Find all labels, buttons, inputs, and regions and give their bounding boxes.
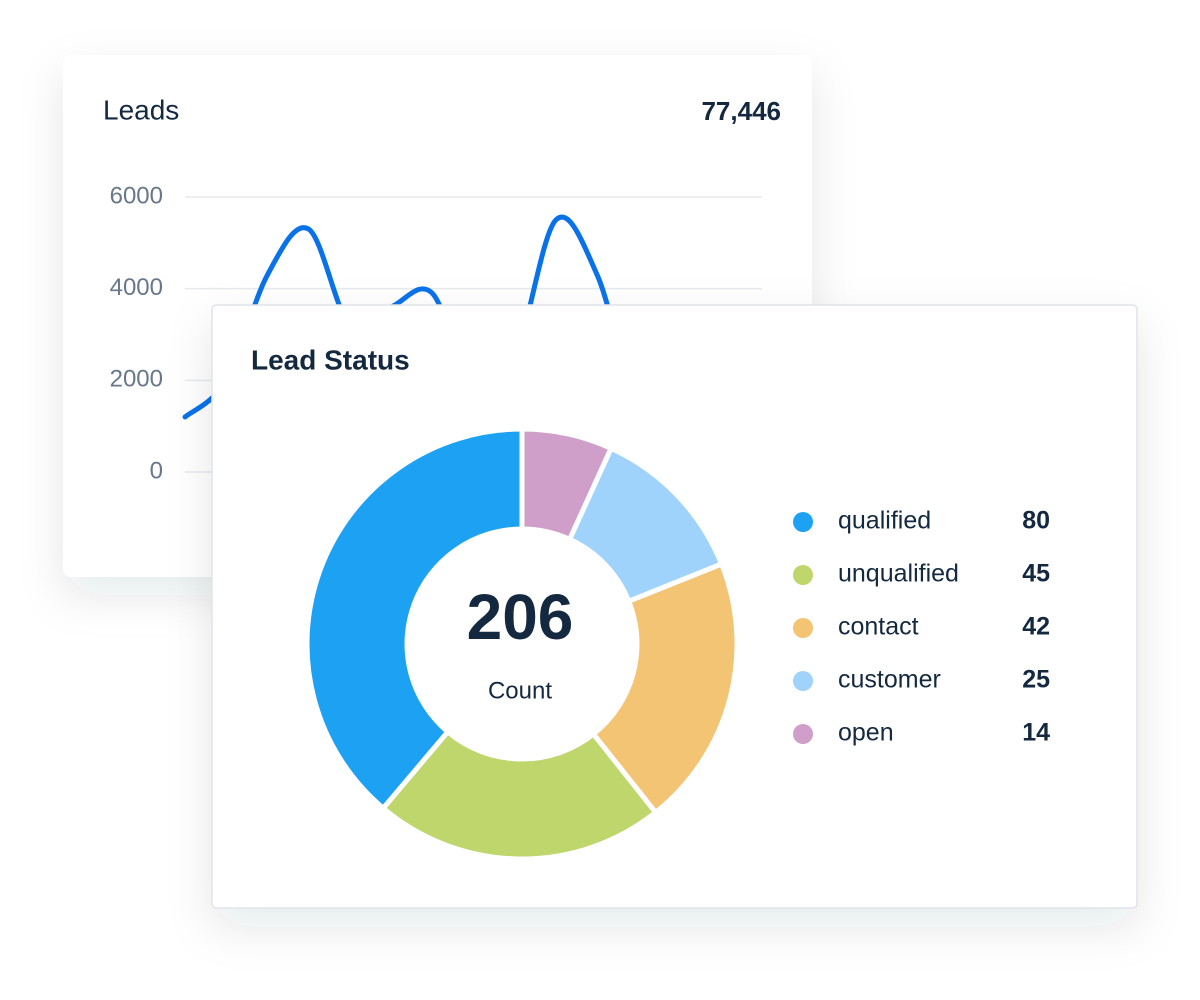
legend-marker: [793, 512, 813, 532]
legend-label: customer: [838, 666, 941, 694]
y-tick-label: 0: [150, 457, 163, 484]
legend-marker: [793, 565, 813, 585]
legend-label: qualified: [838, 507, 931, 535]
legend-value: 80: [1022, 507, 1050, 535]
legend-label: open: [838, 719, 894, 747]
legend-value: 14: [1022, 719, 1050, 747]
legend-marker: [793, 724, 813, 744]
y-tick-label: 4000: [110, 274, 163, 301]
y-tick-label: 6000: [110, 182, 163, 209]
donut-total-label: Count: [488, 677, 552, 704]
donut-segment: [519, 426, 615, 543]
donut-segment: [379, 728, 660, 862]
legend-marker: [793, 671, 813, 691]
card-title: Lead Status: [251, 344, 410, 375]
y-tick-label: 2000: [110, 366, 163, 393]
total-value: 77,446: [701, 96, 781, 126]
legend-marker: [793, 618, 813, 638]
legend-value: 45: [1022, 560, 1050, 588]
card-title: Leads: [103, 94, 179, 125]
legend-value: 42: [1022, 613, 1050, 641]
donut-chart-card: Lead Status 206 Count qualified 80 unqualifie…: [211, 304, 1138, 909]
donut-segment: [304, 426, 525, 812]
legend-label: unqualified: [838, 560, 959, 588]
legend-label: contact: [838, 613, 919, 641]
donut-total: 206: [467, 581, 574, 653]
legend-value: 25: [1022, 666, 1050, 694]
donut-segment: [589, 560, 740, 816]
